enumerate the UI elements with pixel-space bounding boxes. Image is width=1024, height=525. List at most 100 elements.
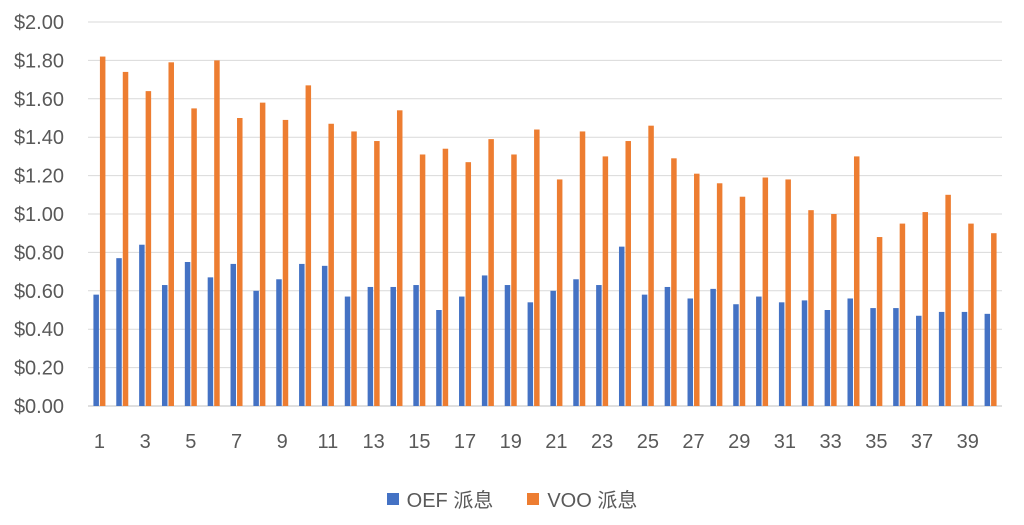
bar-oef — [618, 246, 625, 406]
bar-oef — [961, 311, 968, 406]
bar-voo — [328, 123, 334, 406]
x-tick-label: 19 — [500, 431, 522, 453]
bar-oef — [641, 294, 648, 406]
bar-oef — [413, 285, 419, 406]
bars — [93, 56, 997, 407]
x-tick-label: 27 — [682, 431, 704, 453]
bar-oef — [801, 300, 808, 406]
x-tick-label: 3 — [140, 431, 151, 453]
bar-voo — [442, 148, 449, 406]
bar-oef — [344, 296, 351, 406]
bar-voo — [168, 62, 174, 406]
x-tick-label: 25 — [637, 431, 659, 453]
y-axis-ticks: $0.00 $0.20 $0.40 $0.60 $0.80 $1.00 $1.20 $1.40… — [14, 12, 64, 418]
bar-voo — [945, 194, 951, 406]
x-tick-label: 11 — [318, 431, 339, 453]
x-axis-ticks: 1 3 5 7 9 11 13 15 17 19 21 23 25 27 29 31 33 35 37 39 — [94, 431, 979, 453]
x-tick-label: 23 — [591, 431, 613, 453]
bar-voo — [831, 214, 837, 406]
legend-label-voo: VOO 派息 — [547, 490, 638, 512]
bar-voo — [648, 125, 654, 407]
bar-oef — [299, 263, 305, 406]
x-tick-label: 29 — [728, 431, 750, 453]
bar-voo — [556, 179, 563, 406]
x-tick-label: 31 — [774, 431, 796, 453]
bar-voo — [694, 173, 700, 406]
bar-voo — [99, 56, 106, 407]
x-tick-label: 39 — [957, 431, 979, 453]
bar-oef — [161, 285, 168, 406]
bar-voo — [214, 60, 220, 407]
y-tick-label: $0.80 — [14, 242, 64, 264]
y-tick-label: $2.00 — [14, 12, 64, 34]
bar-voo — [374, 141, 380, 407]
x-tick-label: 33 — [820, 431, 842, 453]
bar-oef — [93, 294, 99, 406]
y-tick-label: $1.20 — [14, 166, 64, 188]
bar-voo — [488, 139, 494, 406]
bar-oef — [253, 290, 259, 406]
legend-swatch-oef — [386, 492, 399, 505]
bar-chart: $0.00 $0.20 $0.40 $0.60 $0.80 $1.00 $1.20 $1.40… — [14, 12, 1002, 453]
x-tick-label: 5 — [185, 431, 196, 453]
bar-oef — [367, 286, 374, 406]
bar-oef — [893, 308, 899, 406]
bar-oef — [276, 279, 282, 406]
bar-oef — [116, 258, 122, 406]
bar-oef — [596, 285, 602, 406]
y-tick-label: $0.40 — [14, 319, 64, 341]
bar-voo — [237, 118, 243, 406]
bar-oef — [938, 311, 945, 406]
bar-oef — [984, 313, 991, 406]
legend-item-voo: VOO 派息 — [527, 484, 637, 513]
bar-oef — [481, 275, 488, 406]
x-tick-label: 35 — [865, 431, 887, 453]
y-tick-label: $1.60 — [14, 89, 64, 111]
bar-voo — [991, 233, 997, 406]
bar-voo — [259, 102, 266, 406]
bar-oef — [916, 315, 922, 406]
y-tick-label: $0.60 — [14, 281, 64, 303]
bar-oef — [847, 298, 853, 406]
bar-oef — [230, 263, 237, 406]
bar-voo — [602, 156, 609, 406]
bar-oef — [710, 288, 716, 406]
bar-oef — [733, 304, 739, 406]
bar-voo — [785, 179, 791, 406]
bar-voo — [511, 154, 517, 406]
bar-voo — [671, 158, 677, 406]
bar-oef — [756, 296, 762, 406]
bar-voo — [419, 154, 426, 406]
bar-voo — [122, 71, 129, 407]
y-tick-label: $0.00 — [14, 396, 64, 418]
bar-voo — [853, 156, 860, 406]
bar-oef — [184, 262, 191, 406]
bar-oef — [824, 310, 831, 406]
y-tick-label: $1.80 — [14, 50, 64, 72]
y-tick-label: $1.40 — [14, 127, 64, 149]
x-tick-label: 17 — [454, 431, 476, 453]
bar-oef — [459, 296, 465, 406]
gridlines — [88, 21, 1002, 407]
bar-oef — [870, 308, 876, 406]
legend-swatch-voo — [527, 492, 540, 505]
bar-oef — [504, 285, 511, 406]
bar-oef — [778, 302, 785, 406]
bar-oef — [390, 286, 396, 406]
bar-voo — [282, 119, 289, 407]
bar-oef — [573, 279, 579, 406]
bar-oef — [687, 298, 694, 406]
bar-voo — [534, 129, 540, 406]
bar-voo — [808, 210, 814, 406]
bar-voo — [968, 223, 974, 406]
bar-oef — [321, 265, 328, 406]
bar-voo — [899, 223, 906, 406]
legend: OEF 派息 VOO 派息 — [0, 484, 1024, 513]
bar-voo — [351, 131, 357, 406]
x-tick-label: 21 — [545, 431, 567, 453]
bar-voo — [305, 85, 312, 407]
bar-oef — [139, 244, 145, 406]
legend-item-oef: OEF 派息 — [386, 484, 493, 513]
bar-voo — [465, 162, 472, 406]
